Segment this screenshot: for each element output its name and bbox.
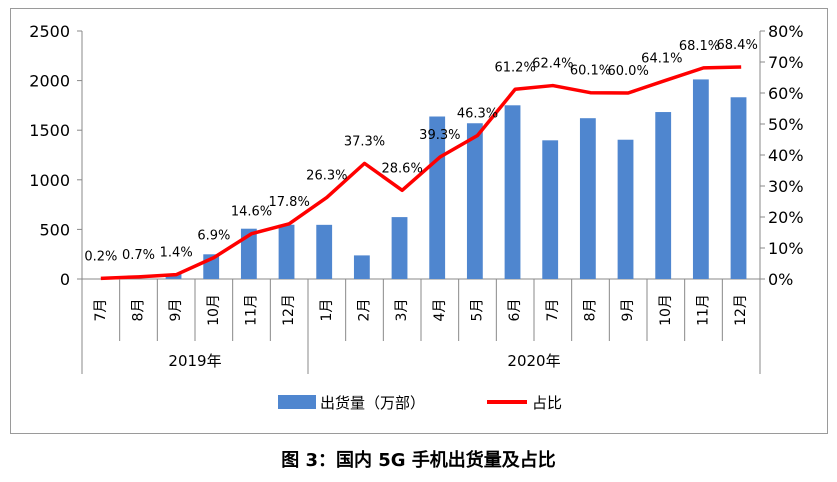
legend-line-label: 占比 xyxy=(532,394,562,412)
category-label: 11月 xyxy=(244,294,260,326)
category-label: 11月 xyxy=(696,294,712,326)
bar xyxy=(240,228,257,279)
category-label: 2月 xyxy=(357,299,373,322)
legend-bar-label: 出货量（万部） xyxy=(320,394,425,412)
chart-caption: 图 3：国内 5G 手机出货量及占比 xyxy=(281,450,556,471)
bar xyxy=(730,97,747,280)
line-series xyxy=(100,65,742,281)
data-label: 28.6% xyxy=(382,161,423,176)
bar xyxy=(278,224,295,279)
category-label: 3月 xyxy=(394,299,410,322)
left-tick-label: 0 xyxy=(60,270,70,289)
category-label: 4月 xyxy=(432,299,448,322)
bar xyxy=(504,105,521,279)
right-tick-label: 80% xyxy=(768,22,804,41)
data-label: 0.2% xyxy=(84,249,117,264)
bar xyxy=(692,79,709,279)
bar xyxy=(655,112,672,279)
data-label: 39.3% xyxy=(419,128,460,143)
data-label: 17.8% xyxy=(269,195,310,210)
left-tick-label: 2000 xyxy=(29,72,70,91)
left-tick-label: 1000 xyxy=(29,171,70,190)
bar xyxy=(316,224,333,279)
category-label: 9月 xyxy=(168,299,184,322)
data-label: 62.4% xyxy=(532,57,573,72)
data-label: 60.0% xyxy=(608,64,649,79)
category-label: 7月 xyxy=(545,299,561,322)
category-label: 10月 xyxy=(206,294,222,326)
bar xyxy=(617,139,634,279)
data-label: 37.3% xyxy=(344,134,385,149)
category-label: 12月 xyxy=(281,294,297,326)
right-tick-label: 30% xyxy=(768,177,804,196)
data-label: 64.1% xyxy=(641,51,682,66)
group-label: 2019年 xyxy=(168,352,221,370)
left-tick-label: 1500 xyxy=(29,121,70,140)
category-label: 12月 xyxy=(733,294,749,326)
chart-frame xyxy=(10,8,828,434)
data-label: 6.9% xyxy=(197,229,230,244)
data-label: 68.1% xyxy=(679,39,720,54)
category-label: 6月 xyxy=(507,299,523,322)
right-tick-label: 70% xyxy=(768,53,804,72)
group-label: 2020年 xyxy=(507,352,560,370)
right-tick-label: 0% xyxy=(768,270,793,289)
bar xyxy=(542,140,559,279)
category-label: 1月 xyxy=(319,299,335,322)
category-label: 9月 xyxy=(620,299,636,322)
category-label: 8月 xyxy=(131,299,147,322)
data-label: 14.6% xyxy=(231,205,272,220)
right-tick-label: 10% xyxy=(768,239,804,258)
right-tick-label: 50% xyxy=(768,115,804,134)
bar xyxy=(466,123,483,279)
left-tick-label: 500 xyxy=(39,220,70,239)
bar xyxy=(579,118,596,279)
data-label: 60.1% xyxy=(570,64,611,79)
data-label: 26.3% xyxy=(306,168,347,183)
category-label: 10月 xyxy=(658,294,674,326)
category-label: 8月 xyxy=(583,299,599,322)
right-tick-label: 40% xyxy=(768,146,804,165)
right-tick-label: 60% xyxy=(768,84,804,103)
bar xyxy=(353,255,370,279)
chart: 0 500 1000 1500 2000 2500 0% 10% 20% 30% 40% 50% 60%… xyxy=(29,22,804,412)
bar xyxy=(391,217,408,279)
category-label: 7月 xyxy=(93,299,109,322)
data-label: 0.7% xyxy=(122,248,155,263)
data-label: 46.3% xyxy=(457,106,498,121)
legend-bar-swatch xyxy=(278,395,316,409)
data-label: 61.2% xyxy=(495,60,536,75)
right-tick-label: 20% xyxy=(768,208,804,227)
left-tick-label: 2500 xyxy=(29,22,70,41)
data-label: 68.4% xyxy=(717,38,758,53)
category-label: 5月 xyxy=(470,299,486,322)
data-label: 1.4% xyxy=(160,246,193,261)
